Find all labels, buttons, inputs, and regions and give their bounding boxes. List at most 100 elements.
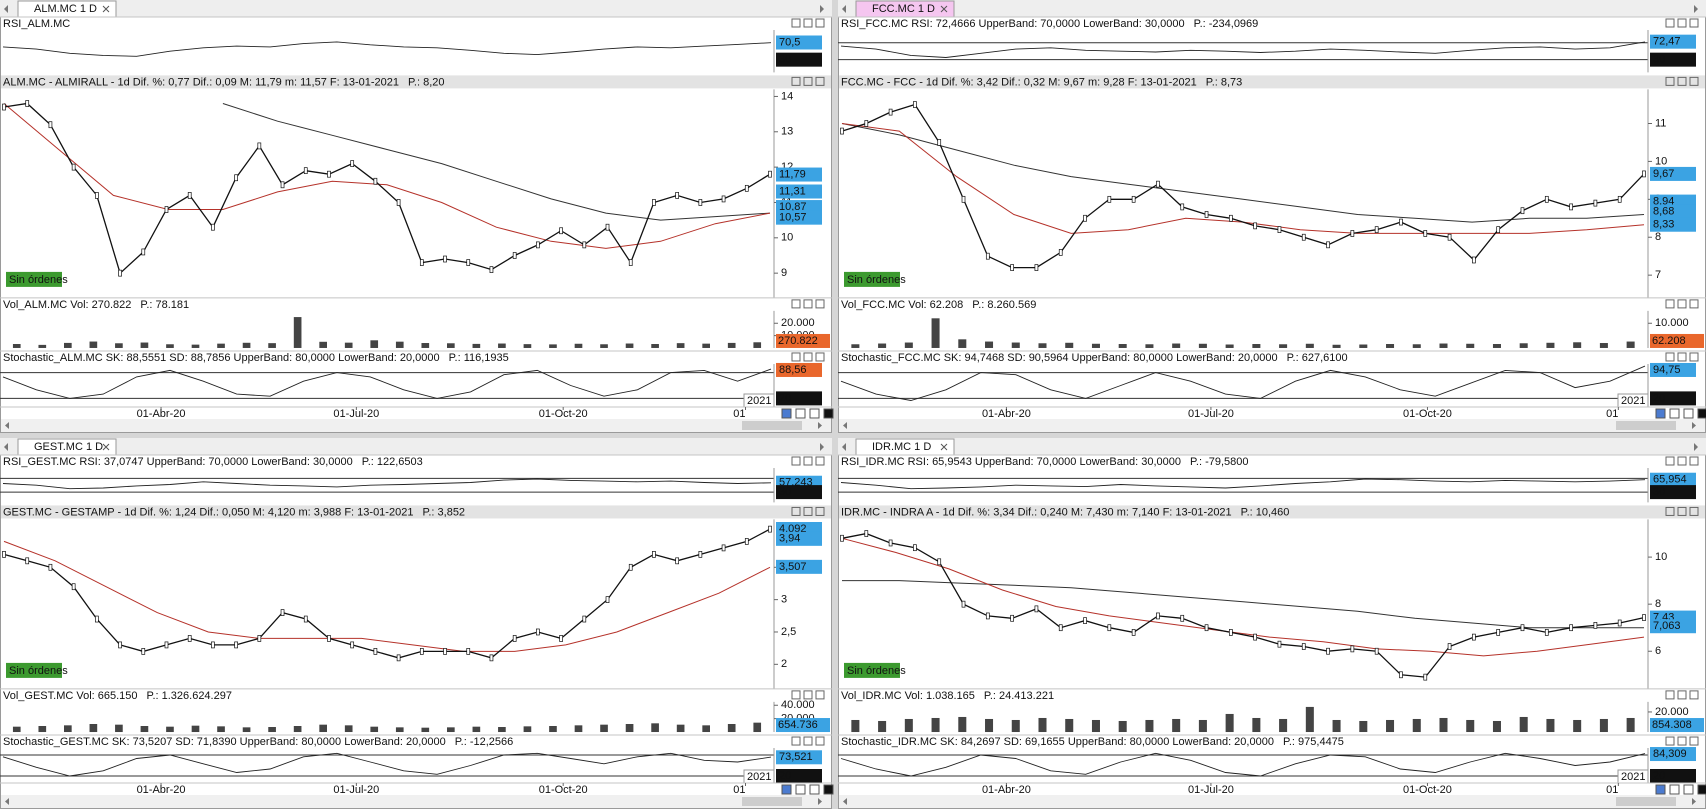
window-button[interactable] <box>815 456 825 466</box>
tab-close[interactable] <box>102 5 110 13</box>
window-button[interactable] <box>791 76 801 86</box>
window-button[interactable] <box>791 456 801 466</box>
scroll-right[interactable] <box>818 422 822 429</box>
scrollbar[interactable] <box>1 419 831 432</box>
window-button[interactable] <box>791 736 801 746</box>
tab-scroll-left[interactable] <box>842 443 846 451</box>
window-button[interactable] <box>803 352 813 362</box>
window-button[interactable] <box>791 352 801 362</box>
window-button[interactable] <box>1665 506 1675 516</box>
window-button[interactable] <box>1677 506 1687 516</box>
toolbar-icon[interactable] <box>809 408 820 419</box>
window-button[interactable] <box>803 76 813 86</box>
toolbar-icon[interactable] <box>1683 784 1694 795</box>
scroll-right[interactable] <box>1692 798 1696 805</box>
toolbar-icon[interactable] <box>1669 408 1680 419</box>
tab-scroll-right[interactable] <box>1694 5 1698 13</box>
toolbar-icon[interactable] <box>1697 408 1706 419</box>
window-button[interactable] <box>791 18 801 28</box>
scrollbar[interactable] <box>839 419 1705 432</box>
candle <box>1131 629 1136 636</box>
value-marker <box>1650 362 1696 377</box>
tab-close[interactable] <box>102 443 110 451</box>
scrollbar-thumb[interactable] <box>742 421 802 430</box>
toolbar-icon[interactable] <box>1697 784 1706 795</box>
window-button[interactable] <box>1689 690 1699 700</box>
tab-scroll-right[interactable] <box>1694 443 1698 451</box>
value-marker-label: 10,87 <box>779 201 807 213</box>
window-button[interactable] <box>815 690 825 700</box>
scrollbar-thumb[interactable] <box>1616 797 1676 806</box>
window-button[interactable] <box>1689 456 1699 466</box>
toolbar-icon[interactable] <box>781 408 792 419</box>
window-button[interactable] <box>815 736 825 746</box>
scrollbar[interactable] <box>839 795 1705 808</box>
window-button[interactable] <box>815 299 825 309</box>
toolbar-icon[interactable] <box>1655 784 1666 795</box>
window-button[interactable] <box>803 299 813 309</box>
window-button[interactable] <box>815 506 825 516</box>
tab-scroll-left[interactable] <box>4 443 8 451</box>
window-button[interactable] <box>1689 352 1699 362</box>
window-button[interactable] <box>1677 76 1687 86</box>
window-button[interactable] <box>791 506 801 516</box>
window-button[interactable] <box>1665 76 1675 86</box>
window-button[interactable] <box>803 736 813 746</box>
window-button[interactable] <box>803 456 813 466</box>
window-button[interactable] <box>1677 690 1687 700</box>
tab-close[interactable] <box>940 443 948 451</box>
window-button[interactable] <box>1677 456 1687 466</box>
scroll-left[interactable] <box>843 798 847 805</box>
tab-scroll-left[interactable] <box>842 5 846 13</box>
window-button[interactable] <box>1689 736 1699 746</box>
scroll-left[interactable] <box>5 422 9 429</box>
window-button[interactable] <box>1665 18 1675 28</box>
window-button[interactable] <box>1689 299 1699 309</box>
window-button[interactable] <box>1677 18 1687 28</box>
window-button[interactable] <box>815 18 825 28</box>
scrollbar-thumb[interactable] <box>742 797 802 806</box>
window-button[interactable] <box>815 76 825 86</box>
toolbar-icon[interactable] <box>795 408 806 419</box>
window-button[interactable] <box>1665 736 1675 746</box>
tab-close[interactable] <box>940 5 948 13</box>
window-button[interactable] <box>791 299 801 309</box>
scroll-right[interactable] <box>1692 422 1696 429</box>
toolbar-icon[interactable] <box>809 784 820 795</box>
window-button[interactable] <box>1677 352 1687 362</box>
toolbar-icon[interactable] <box>795 784 806 795</box>
window-button[interactable] <box>1665 352 1675 362</box>
window-button[interactable] <box>815 352 825 362</box>
section-price: P.: -234,0969 <box>1194 18 1259 30</box>
section-price: P.: 8.260.569 <box>972 299 1036 311</box>
tab-scroll-right[interactable] <box>820 5 824 13</box>
toolbar-icon[interactable] <box>1655 408 1666 419</box>
window-button[interactable] <box>1689 18 1699 28</box>
window-button[interactable] <box>803 690 813 700</box>
window-button[interactable] <box>1677 299 1687 309</box>
window-button[interactable] <box>1665 456 1675 466</box>
toolbar-icon[interactable] <box>781 784 792 795</box>
window-button[interactable] <box>803 506 813 516</box>
window-button[interactable] <box>1689 506 1699 516</box>
scrollbar-thumb[interactable] <box>1616 421 1676 430</box>
scrollbar[interactable] <box>1 795 831 808</box>
window-button[interactable] <box>1665 690 1675 700</box>
toolbar-icon[interactable] <box>823 408 834 419</box>
candle <box>1034 605 1039 613</box>
window-button[interactable] <box>791 690 801 700</box>
window-button[interactable] <box>1665 299 1675 309</box>
scroll-right[interactable] <box>818 798 822 805</box>
tab-scroll-right[interactable] <box>820 443 824 451</box>
tab-scroll-left[interactable] <box>4 5 8 13</box>
toolbar-icon[interactable] <box>1669 784 1680 795</box>
scroll-left[interactable] <box>5 798 9 805</box>
section-price: P.: 1.326.624.297 <box>147 690 232 702</box>
toolbar-icon[interactable] <box>823 784 834 795</box>
toolbar-icon[interactable] <box>1683 408 1694 419</box>
window-button[interactable] <box>1689 76 1699 86</box>
scroll-left[interactable] <box>843 422 847 429</box>
volume-bar <box>166 344 174 348</box>
window-button[interactable] <box>1677 736 1687 746</box>
window-button[interactable] <box>803 18 813 28</box>
